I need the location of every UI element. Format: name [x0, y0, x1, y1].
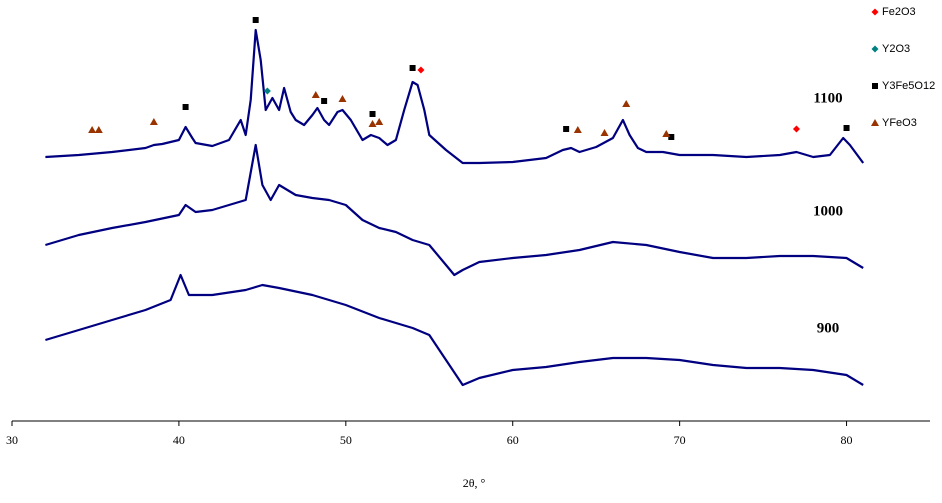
phase-marker [375, 118, 384, 125]
trace [45, 143, 864, 277]
x-tick-label: 30 [6, 433, 18, 447]
legend-symbol [871, 45, 879, 53]
x-tick-label: 50 [340, 433, 352, 447]
phase-marker [149, 118, 158, 125]
x-tick-label: 40 [173, 433, 185, 447]
legend-label: YFeO3 [882, 117, 917, 129]
phase-marker [252, 17, 259, 23]
phase-marker [368, 120, 377, 127]
phase-marker [573, 126, 582, 133]
series-label: 1100 [813, 90, 842, 106]
phase-marker [843, 125, 850, 131]
phase-marker [622, 100, 631, 107]
x-tick-label: 80 [841, 433, 853, 447]
x-axis-title: 2θ, ° [463, 476, 486, 490]
phase-marker [417, 66, 425, 74]
phase-marker [182, 104, 189, 110]
phase-marker [792, 125, 800, 133]
phase-marker [409, 65, 416, 71]
legend-label: Y3Fe5O12 [882, 80, 935, 92]
x-tick-label: 70 [674, 433, 686, 447]
phase-marker [321, 98, 328, 104]
phase-marker [94, 126, 103, 133]
series-label: 1000 [813, 203, 843, 219]
trace [45, 28, 865, 165]
phase-marker [369, 111, 376, 117]
phase-marker [311, 91, 320, 98]
trace [45, 273, 864, 387]
legend-label: Y2O3 [882, 43, 910, 55]
legend-symbol [871, 119, 879, 126]
legend-label: Fe2O3 [882, 6, 916, 18]
phase-marker [600, 129, 609, 136]
legend-symbol [871, 8, 879, 16]
phase-marker [88, 126, 97, 133]
phase-marker [662, 130, 671, 137]
phase-marker [263, 87, 271, 95]
legend-symbol [872, 83, 878, 89]
phase-marker [668, 134, 675, 140]
phase-marker [563, 126, 570, 132]
phase-marker [338, 95, 347, 102]
series-label: 900 [817, 320, 840, 336]
x-tick-label: 60 [507, 433, 519, 447]
